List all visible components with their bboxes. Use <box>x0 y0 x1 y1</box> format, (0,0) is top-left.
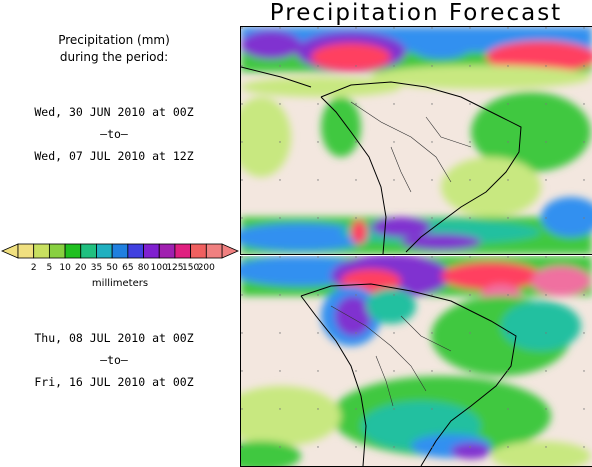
legend-swatch <box>96 243 113 259</box>
header-line-1: Precipitation (mm) <box>58 33 170 47</box>
legend-tick-label: 200 <box>198 263 215 273</box>
legend-swatch <box>174 243 192 259</box>
legend-swatch <box>33 243 50 259</box>
legend-swatch <box>111 243 129 259</box>
legend-swatch <box>205 243 223 259</box>
legend-tick-label: 50 <box>106 263 118 273</box>
legend-swatch <box>127 243 144 259</box>
legend-arrow-right <box>221 243 239 259</box>
period-2-end: Fri, 16 JUL 2010 at 00Z <box>34 375 194 389</box>
legend-swatch <box>64 243 82 259</box>
legend-tick-label: 100 <box>151 263 168 273</box>
period-2-separator: –to– <box>100 353 128 367</box>
legend-tick-label: 80 <box>138 263 150 273</box>
period-1-start: Wed, 30 JUN 2010 at 00Z <box>34 105 194 119</box>
color-legend: 2 5 10 20 35 50 65 80 100 125 150 200 <box>0 240 240 290</box>
legend-tick-label: 10 <box>59 263 71 273</box>
legend-tick-label: 5 <box>47 263 53 273</box>
legend-swatch <box>190 243 207 259</box>
legend-tick-label: 35 <box>91 263 102 273</box>
period-header: Precipitation (mm) during the period: <box>0 32 228 66</box>
legend-tick-label: 150 <box>182 263 199 273</box>
legend-swatch <box>80 243 97 259</box>
legend-swatch <box>158 243 176 259</box>
legend-tick-label: 125 <box>166 263 183 273</box>
legend-swatch <box>48 243 66 259</box>
header-line-2: during the period: <box>59 50 169 64</box>
period-1-end: Wed, 07 JUL 2010 at 12Z <box>34 149 194 163</box>
forecast-map-period-1 <box>240 26 592 255</box>
legend-tick-label: 20 <box>75 263 87 273</box>
legend-swatch <box>143 243 160 259</box>
legend-tick-label: 2 <box>31 263 37 273</box>
legend-swatch <box>17 243 35 259</box>
period-1-separator: –to– <box>100 127 128 141</box>
legend-tick-label: 65 <box>122 263 133 273</box>
page-title: Precipitation Forecast <box>269 0 563 26</box>
map-1-svg <box>241 27 592 254</box>
period-2-dates: Thu, 08 JUL 2010 at 00Z –to– Fri, 16 JUL… <box>0 330 228 396</box>
forecast-map-period-2 <box>240 256 592 467</box>
map-2-svg <box>241 256 592 466</box>
period-1-dates: Wed, 30 JUN 2010 at 00Z –to– Wed, 07 JUL… <box>0 104 228 170</box>
period-2-start: Thu, 08 JUL 2010 at 00Z <box>34 331 194 345</box>
legend-arrow-left <box>1 243 19 259</box>
legend-unit: millimeters <box>91 278 149 289</box>
